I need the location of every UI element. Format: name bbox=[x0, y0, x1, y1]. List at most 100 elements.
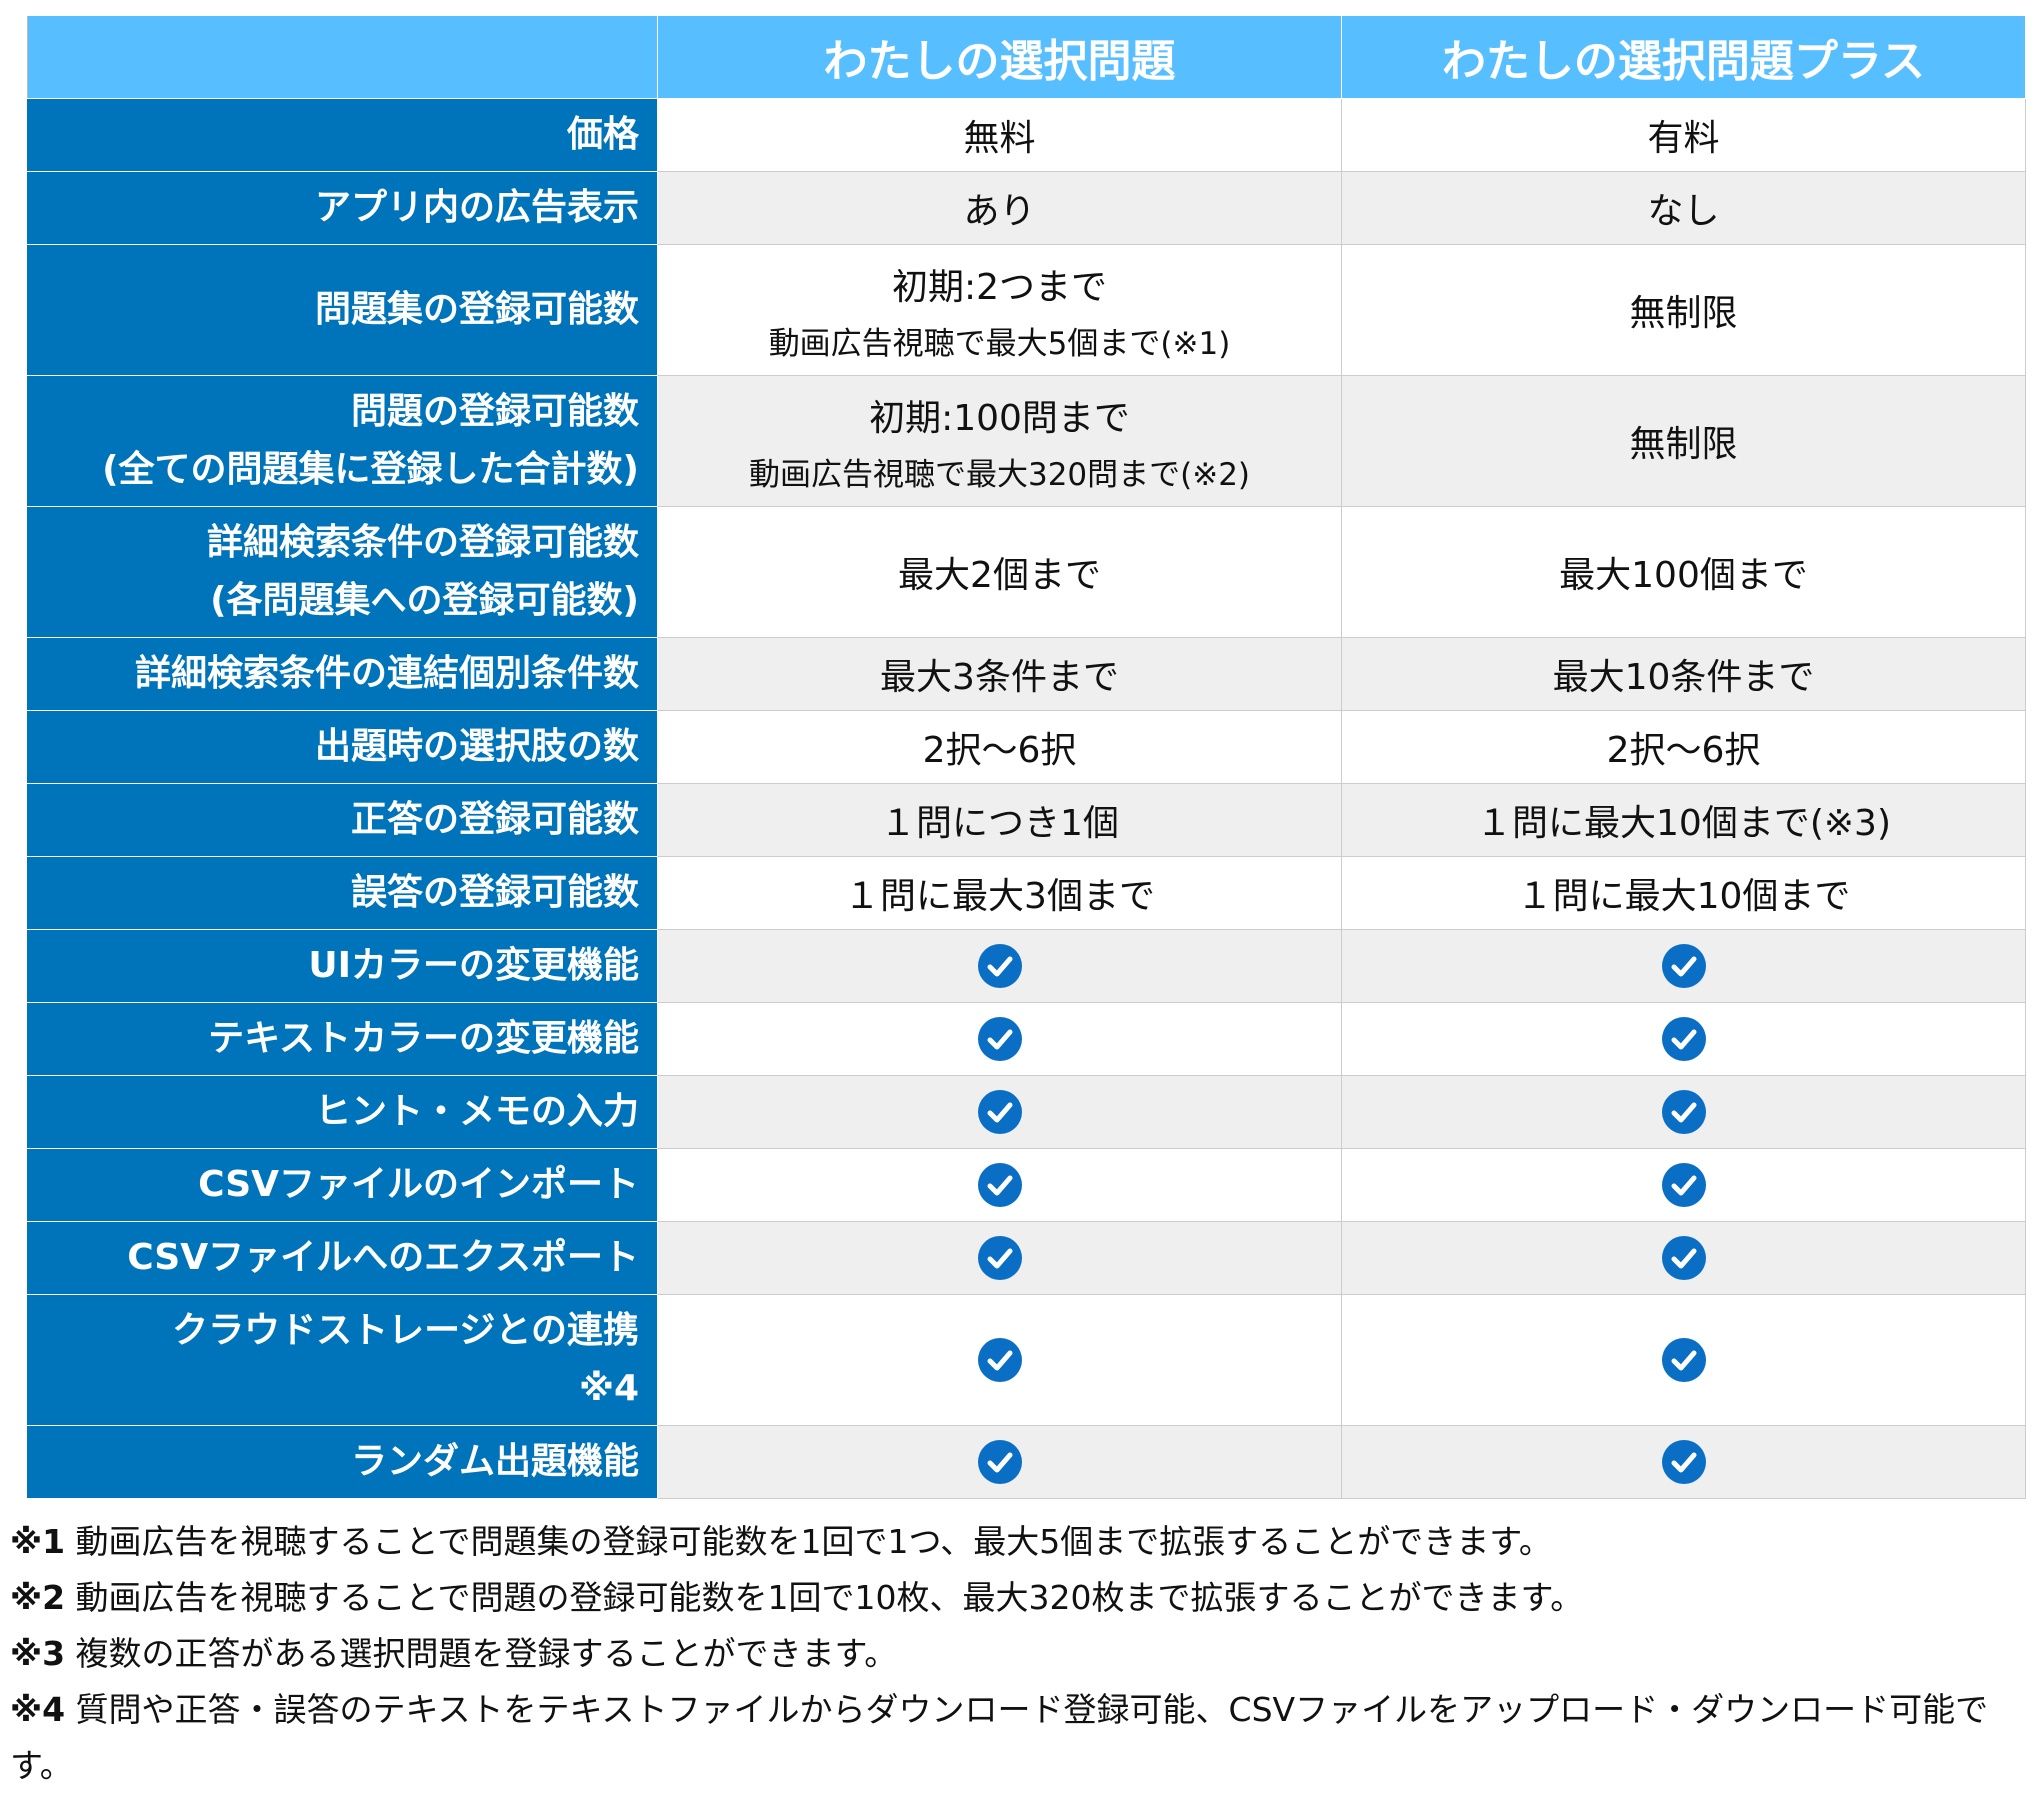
footnote: ※1 動画広告を視聴することで問題集の登録可能数を1回で1つ、最大5個まで拡張す… bbox=[10, 1514, 2030, 1570]
plus-cell: 無制限 bbox=[1341, 244, 2026, 376]
plus-cell bbox=[1341, 1148, 2026, 1222]
table-row: アプリ内の広告表示 あり なし bbox=[27, 171, 2026, 245]
free-cell: １問に最大3個まで bbox=[657, 856, 1342, 930]
row-label: 価格 bbox=[27, 98, 658, 172]
row-label-text: CSVファイルへのエクスポート bbox=[127, 1237, 639, 1279]
table-row: 詳細検索条件の連結個別条件数 最大3条件まで 最大10条件まで bbox=[27, 637, 2026, 711]
check-icon bbox=[977, 1338, 1022, 1382]
check-icon bbox=[1661, 1236, 1706, 1280]
row-label: アプリ内の広告表示 bbox=[27, 171, 658, 245]
row-label-text: 出題時の選択肢の数 bbox=[314, 726, 639, 768]
footnote-mark: ※2 bbox=[10, 1578, 66, 1617]
plus-cell: 最大100個まで bbox=[1341, 506, 2026, 638]
free-value: １問に最大3個まで bbox=[844, 876, 1155, 917]
table-row: 問題集の登録可能数 初期:2つまで 動画広告視聴で最大5個まで(※1) 無制限 bbox=[27, 244, 2026, 376]
comparison-table: わたしの選択問題 わたしの選択問題プラス 価格 無料 有料アプリ内の広告表示 あり なし… bbox=[27, 16, 2026, 1499]
free-cell bbox=[657, 1425, 1342, 1499]
table-row: CSVファイルへのエクスポート bbox=[27, 1221, 2026, 1295]
check-icon bbox=[1661, 1440, 1706, 1484]
plus-cell bbox=[1341, 1294, 2026, 1426]
free-cell bbox=[657, 929, 1342, 1003]
footnote-mark: ※3 bbox=[10, 1634, 66, 1673]
table-row: 誤答の登録可能数 １問に最大3個まで １問に最大10個まで bbox=[27, 856, 2026, 930]
free-cell bbox=[657, 1221, 1342, 1295]
check-icon bbox=[977, 1236, 1022, 1280]
table-row: 価格 無料 有料 bbox=[27, 98, 2026, 172]
footnote-mark: ※1 bbox=[10, 1522, 66, 1561]
row-label: クラウドストレージとの連携 ※4 bbox=[27, 1294, 658, 1426]
check-icon bbox=[977, 944, 1022, 988]
row-label: CSVファイルのインポート bbox=[27, 1148, 658, 1222]
free-value: あり bbox=[963, 191, 1036, 232]
plus-cell: 2択〜6択 bbox=[1341, 710, 2026, 784]
free-cell: あり bbox=[657, 171, 1342, 245]
check-icon bbox=[977, 1440, 1022, 1484]
footnote: ※3 複数の正答がある選択問題を登録することができます。 bbox=[10, 1626, 2030, 1682]
row-label: ランダム出題機能 bbox=[27, 1425, 658, 1499]
free-value: １問につき1個 bbox=[880, 803, 1119, 844]
table-row: ランダム出題機能 bbox=[27, 1425, 2026, 1499]
row-label-text: UIカラーの変更機能 bbox=[308, 945, 639, 987]
free-value: 無料 bbox=[963, 118, 1036, 159]
footnote: ※4 質問や正答・誤答のテキストをテキストファイルからダウンロード登録可能、CS… bbox=[10, 1682, 2030, 1794]
row-label-text: 問題集の登録可能数 bbox=[314, 289, 639, 331]
plus-value: 無制限 bbox=[1629, 293, 1738, 334]
plus-cell: 無制限 bbox=[1341, 375, 2026, 507]
free-cell: 最大2個まで bbox=[657, 506, 1342, 638]
free-cell: 初期:2つまで 動画広告視聴で最大5個まで(※1) bbox=[657, 244, 1342, 376]
row-label: テキストカラーの変更機能 bbox=[27, 1002, 658, 1076]
row-label-text: ※4 bbox=[578, 1368, 639, 1409]
check-icon bbox=[977, 1017, 1022, 1061]
row-label-text: 詳細検索条件の連結個別条件数 bbox=[134, 653, 639, 695]
table-row: CSVファイルのインポート bbox=[27, 1148, 2026, 1222]
check-icon bbox=[1661, 1338, 1706, 1382]
check-icon bbox=[1661, 1090, 1706, 1134]
free-value: 初期:100問まで bbox=[869, 397, 1130, 439]
footnotes: ※1 動画広告を視聴することで問題集の登録可能数を1回で1つ、最大5個まで拡張す… bbox=[10, 1514, 2030, 1794]
table-row: テキストカラーの変更機能 bbox=[27, 1002, 2026, 1076]
plus-cell: 最大10条件まで bbox=[1341, 637, 2026, 711]
plus-value: なし bbox=[1647, 191, 1720, 232]
free-cell bbox=[657, 1002, 1342, 1076]
free-value: 動画広告視聴で最大5個まで(※1) bbox=[768, 325, 1231, 362]
free-cell: １問につき1個 bbox=[657, 783, 1342, 857]
row-label-text: ヒント・メモの入力 bbox=[314, 1091, 639, 1133]
row-label-text: 価格 bbox=[566, 114, 639, 156]
plus-cell bbox=[1341, 1075, 2026, 1149]
row-label-text: ランダム出題機能 bbox=[350, 1441, 639, 1483]
table-row: UIカラーの変更機能 bbox=[27, 929, 2026, 1003]
free-cell: 初期:100問まで 動画広告視聴で最大320問まで(※2) bbox=[657, 375, 1342, 507]
free-value: 2択〜6択 bbox=[922, 730, 1077, 771]
free-cell bbox=[657, 1148, 1342, 1222]
plus-value: 最大100個まで bbox=[1559, 555, 1808, 596]
row-label-text: (全ての問題集に登録した合計数) bbox=[102, 449, 639, 490]
table-row: クラウドストレージとの連携 ※4 bbox=[27, 1294, 2026, 1426]
footnote-text: 質問や正答・誤答のテキストをテキストファイルからダウンロード登録可能、CSVファ… bbox=[10, 1690, 1989, 1785]
row-label-text: 詳細検索条件の登録可能数 bbox=[206, 522, 639, 564]
row-label-text: 正答の登録可能数 bbox=[350, 799, 639, 841]
footnote-text: 動画広告を視聴することで問題集の登録可能数を1回で1つ、最大5個まで拡張すること… bbox=[65, 1522, 1552, 1561]
table-row: 出題時の選択肢の数 2択〜6択 2択〜6択 bbox=[27, 710, 2026, 784]
free-cell: 無料 bbox=[657, 98, 1342, 172]
table-row: 詳細検索条件の登録可能数 (各問題集への登録可能数) 最大2個まで 最大100個まで bbox=[27, 506, 2026, 638]
header-row: わたしの選択問題 わたしの選択問題プラス bbox=[27, 16, 2026, 99]
free-value: 最大2個まで bbox=[898, 555, 1101, 596]
row-label-text: 問題の登録可能数 bbox=[350, 391, 639, 433]
plus-value: 有料 bbox=[1647, 118, 1720, 159]
check-icon bbox=[1661, 1163, 1706, 1207]
plus-value: 2択〜6択 bbox=[1606, 730, 1761, 771]
row-label: 詳細検索条件の登録可能数 (各問題集への登録可能数) bbox=[27, 506, 658, 638]
check-icon bbox=[1661, 944, 1706, 988]
plus-cell bbox=[1341, 1002, 2026, 1076]
footnote: ※2 動画広告を視聴することで問題の登録可能数を1回で10枚、最大320枚まで拡… bbox=[10, 1570, 2030, 1626]
free-cell bbox=[657, 1075, 1342, 1149]
row-label: 問題集の登録可能数 bbox=[27, 244, 658, 376]
plus-value: １問に最大10個まで(※3) bbox=[1476, 803, 1891, 844]
plus-cell: なし bbox=[1341, 171, 2026, 245]
row-label-text: 誤答の登録可能数 bbox=[350, 872, 639, 914]
row-label-text: クラウドストレージとの連携 bbox=[172, 1310, 639, 1352]
plus-cell bbox=[1341, 1425, 2026, 1499]
plus-cell: １問に最大10個まで bbox=[1341, 856, 2026, 930]
plus-cell bbox=[1341, 1221, 2026, 1295]
table-row: ヒント・メモの入力 bbox=[27, 1075, 2026, 1149]
